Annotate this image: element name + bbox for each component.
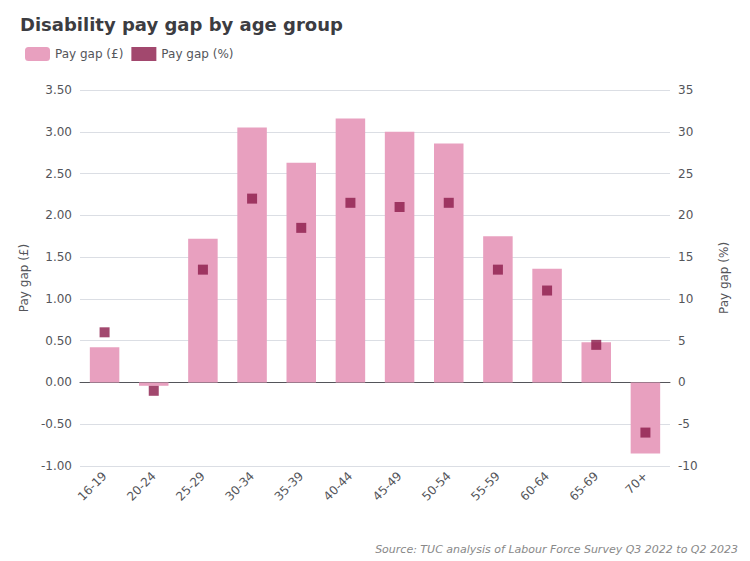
svg-text:20-24: 20-24 (124, 469, 159, 504)
svg-text:55-59: 55-59 (468, 469, 503, 504)
svg-text:40-44: 40-44 (321, 469, 356, 504)
svg-text:65-69: 65-69 (567, 469, 602, 504)
svg-text:3.00: 3.00 (45, 125, 72, 139)
svg-text:35: 35 (678, 83, 693, 97)
svg-text:-0.50: -0.50 (41, 417, 72, 431)
svg-text:70+: 70+ (623, 469, 651, 497)
svg-text:25: 25 (678, 167, 693, 181)
svg-text:Pay gap (%): Pay gap (%) (717, 242, 731, 314)
svg-text:0: 0 (678, 375, 686, 389)
svg-text:25-29: 25-29 (173, 469, 208, 504)
svg-text:0.50: 0.50 (45, 334, 72, 348)
svg-text:Disability pay gap by age grou: Disability pay gap by age group (20, 14, 343, 35)
svg-text:Source: TUC analysis of Labour: Source: TUC analysis of Labour Force Sur… (375, 543, 738, 556)
svg-text:5: 5 (678, 334, 686, 348)
svg-text:50-54: 50-54 (419, 469, 454, 504)
svg-text:20: 20 (678, 208, 693, 222)
svg-text:-5: -5 (678, 417, 690, 431)
svg-text:1.00: 1.00 (45, 292, 72, 306)
svg-text:2.00: 2.00 (45, 208, 72, 222)
svg-text:15: 15 (678, 250, 693, 264)
svg-text:-1.00: -1.00 (41, 459, 72, 473)
svg-text:-10: -10 (678, 459, 698, 473)
svg-text:16-19: 16-19 (75, 469, 110, 504)
svg-text:30-34: 30-34 (223, 469, 258, 504)
svg-text:10: 10 (678, 292, 693, 306)
svg-text:45-49: 45-49 (370, 469, 405, 504)
svg-text:1.50: 1.50 (45, 250, 72, 264)
svg-text:Pay gap (%): Pay gap (%) (161, 47, 233, 61)
svg-text:30: 30 (678, 125, 693, 139)
svg-text:Pay gap (£): Pay gap (£) (17, 244, 31, 312)
svg-text:3.50: 3.50 (45, 83, 72, 97)
svg-text:0.00: 0.00 (45, 375, 72, 389)
svg-text:2.50: 2.50 (45, 167, 72, 181)
svg-text:35-39: 35-39 (272, 469, 307, 504)
svg-text:Pay gap (£): Pay gap (£) (55, 47, 123, 61)
svg-text:60-64: 60-64 (518, 469, 553, 504)
